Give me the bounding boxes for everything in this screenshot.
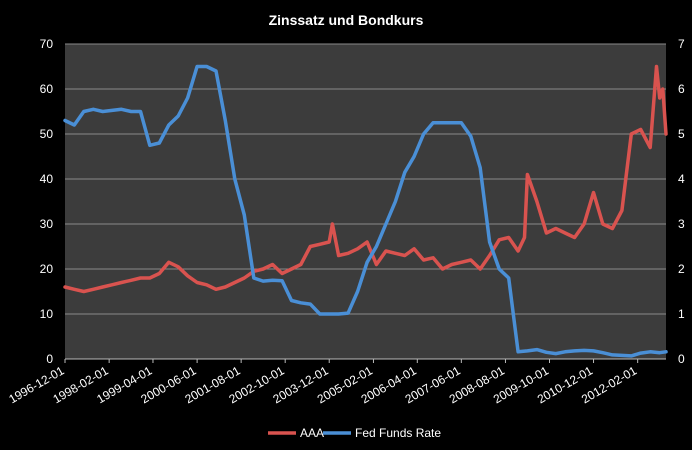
y-right-tick-label: 0 bbox=[678, 352, 685, 366]
legend-label: AAA bbox=[300, 426, 324, 440]
y-left-tick-label: 40 bbox=[40, 172, 54, 186]
series-lines bbox=[63, 64, 668, 358]
left-axis: 0 10 20 30 40 50 60 70 bbox=[40, 37, 54, 366]
y-left-tick-label: 0 bbox=[46, 352, 53, 366]
chart-title: Zinssatz und Bondkurs bbox=[269, 12, 424, 28]
y-left-tick-label: 10 bbox=[40, 307, 54, 321]
series-line-aaa bbox=[63, 64, 668, 294]
right-axis: 0 1 2 3 4 5 6 7 bbox=[678, 37, 685, 366]
series-line-fed-funds-rate bbox=[63, 64, 668, 358]
y-right-tick-label: 1 bbox=[678, 307, 685, 321]
legend: AAA Fed Funds Rate bbox=[268, 426, 441, 440]
y-right-tick-label: 3 bbox=[678, 217, 685, 231]
y-right-tick-label: 7 bbox=[678, 37, 685, 51]
y-right-tick-label: 6 bbox=[678, 82, 685, 96]
plot-area bbox=[65, 44, 666, 359]
y-left-tick-label: 20 bbox=[40, 262, 54, 276]
y-right-tick-label: 4 bbox=[678, 172, 685, 186]
y-left-tick-label: 70 bbox=[40, 37, 54, 51]
legend-label: Fed Funds Rate bbox=[355, 426, 441, 440]
y-left-tick-label: 30 bbox=[40, 217, 54, 231]
y-left-tick-label: 50 bbox=[40, 127, 54, 141]
y-right-tick-label: 2 bbox=[678, 262, 685, 276]
y-right-tick-label: 5 bbox=[678, 127, 685, 141]
y-left-tick-label: 60 bbox=[40, 82, 54, 96]
